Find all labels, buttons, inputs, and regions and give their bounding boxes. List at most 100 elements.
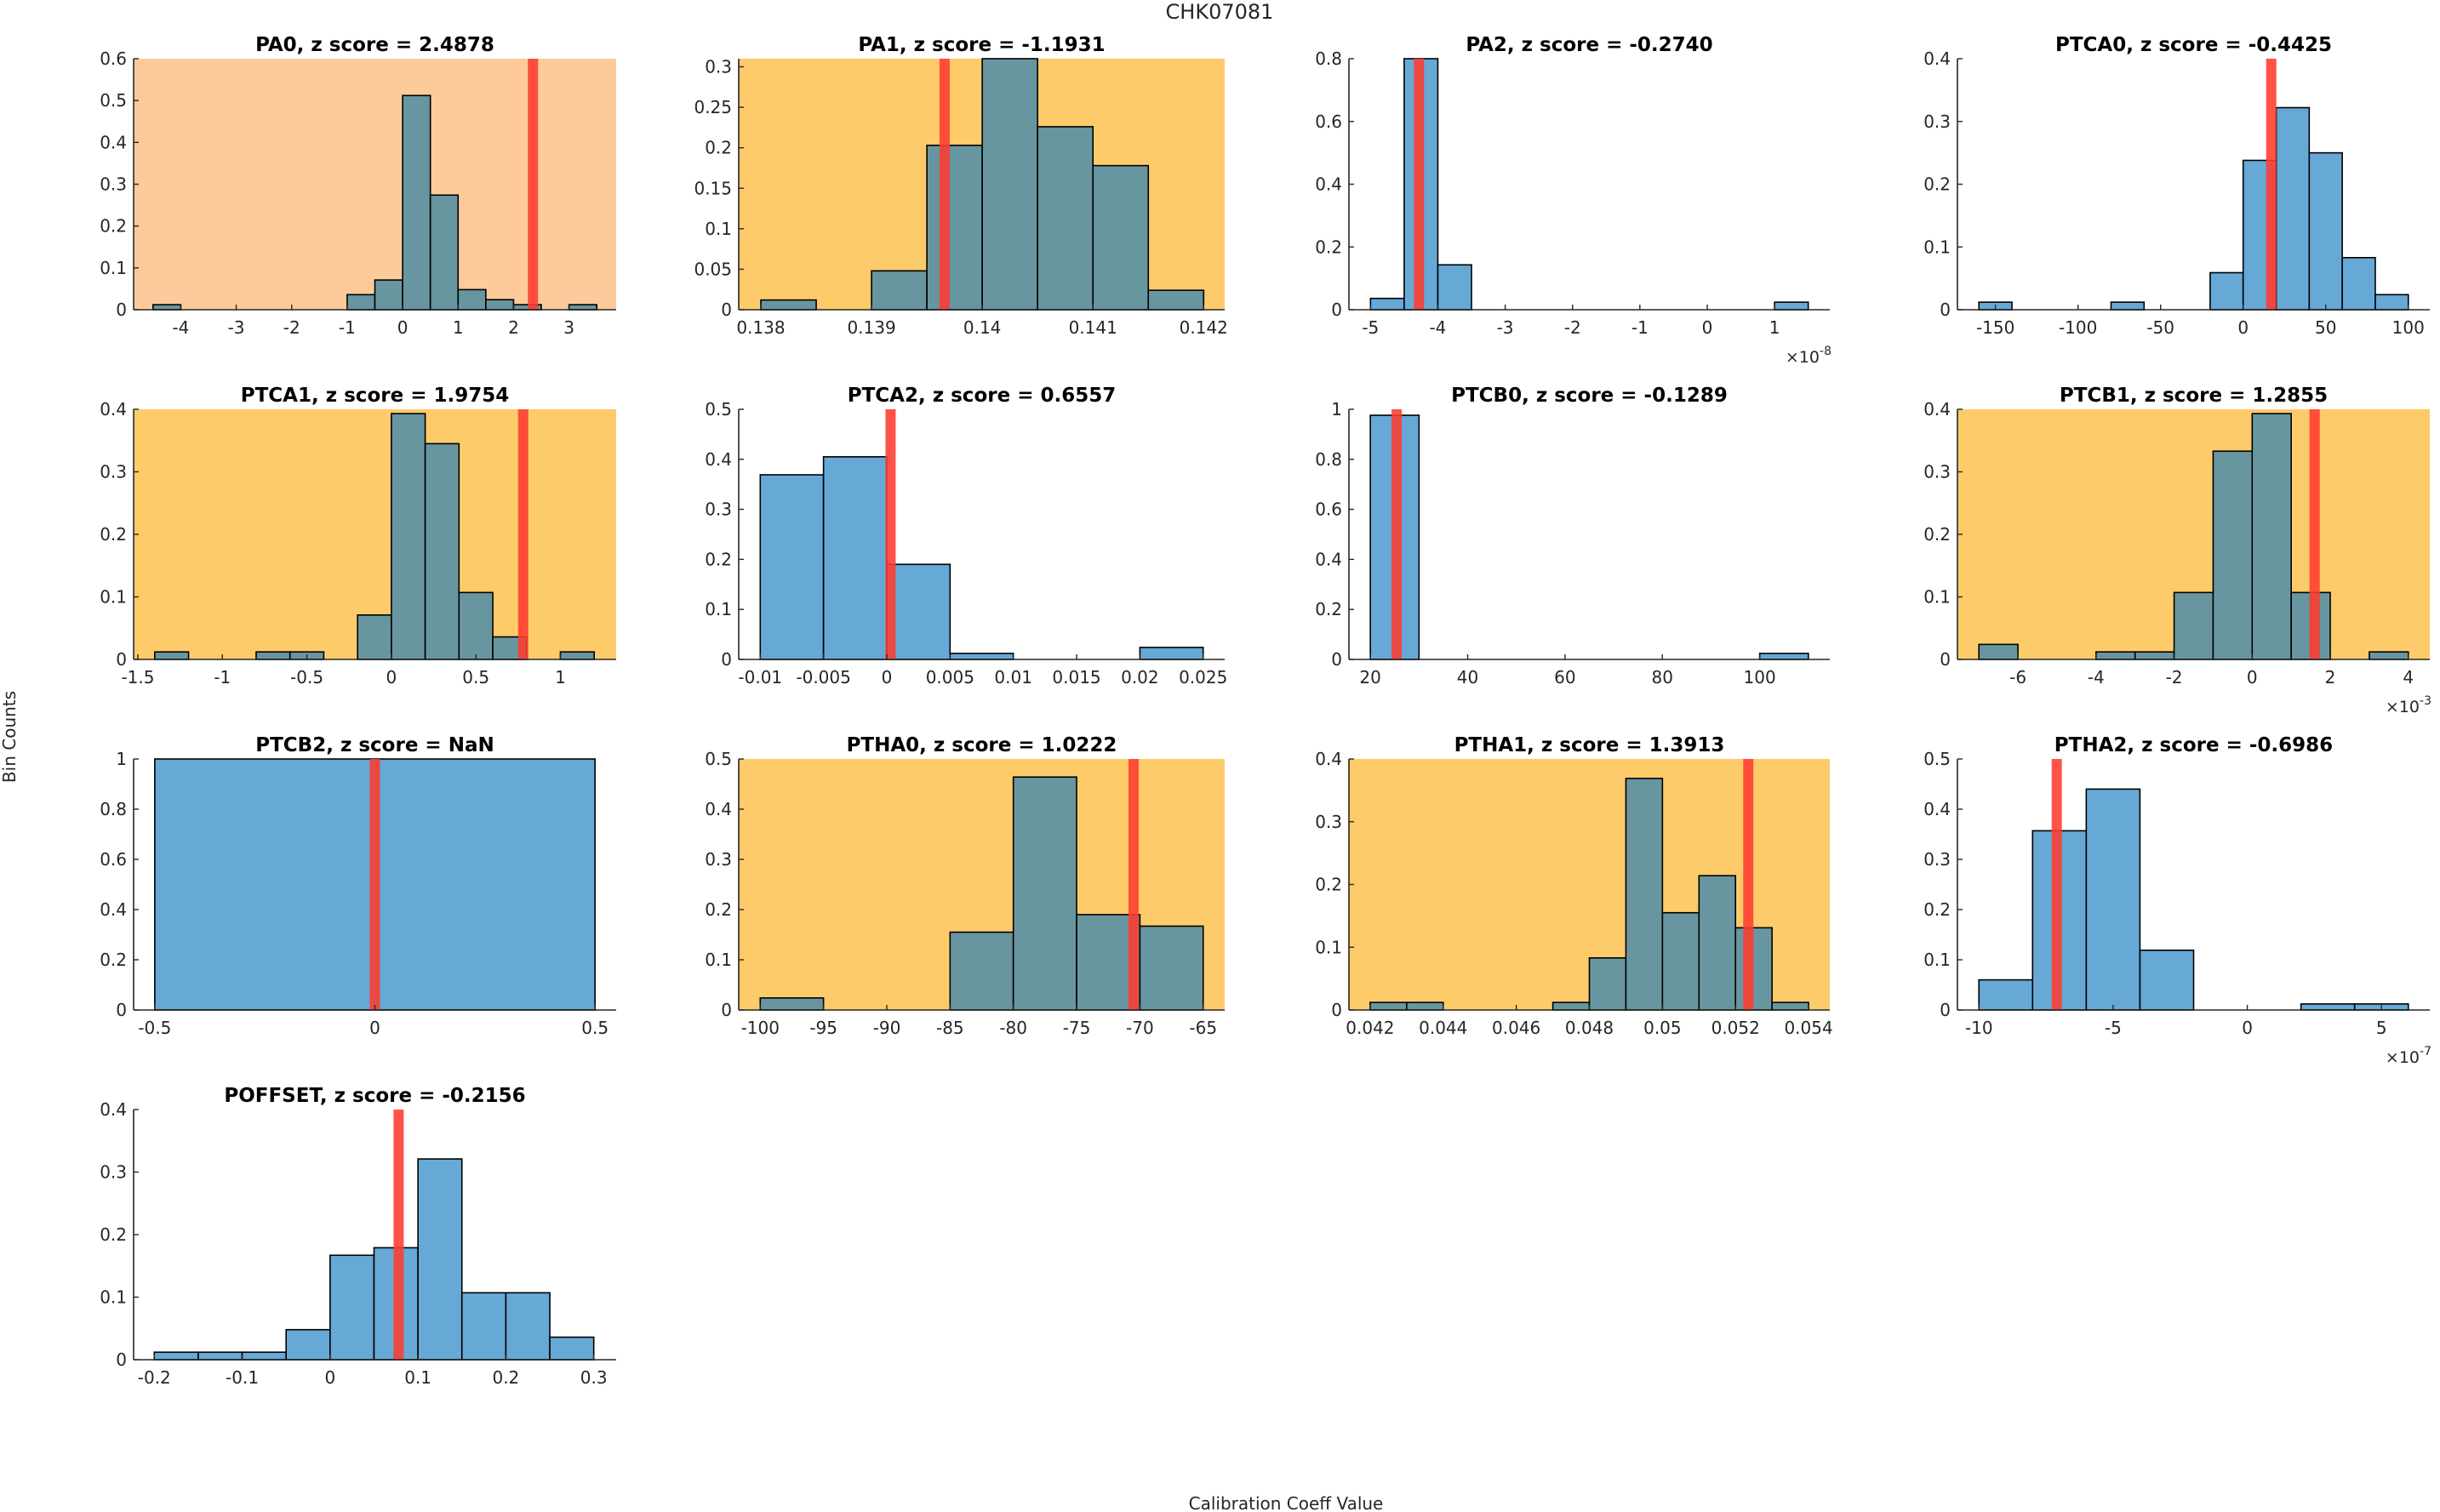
y-tick-label: 1: [1331, 399, 1342, 419]
histogram-bar: [1147, 289, 1205, 311]
subplot-title: PA0, z score = 2.4878: [255, 34, 494, 56]
histogram-bar: [357, 614, 392, 660]
x-tick-label: 2: [2325, 667, 2336, 688]
histogram-bar: [1588, 956, 1627, 1011]
x-tick-label: -3: [1497, 317, 1514, 338]
histogram-bar: [458, 591, 494, 660]
y-tick-label: 0.3: [1923, 849, 1951, 870]
y-tick-label: 0.2: [1923, 899, 1951, 920]
histogram-bar: [1978, 979, 2034, 1011]
y-tick-label: 0.6: [1315, 111, 1342, 132]
y-tick-label: 0.1: [1923, 237, 1951, 257]
histogram-bar: [1437, 264, 1472, 311]
y-tick-label: 0.3: [100, 1162, 127, 1183]
subplot-title: PTHA0, z score = 1.0222: [847, 734, 1117, 756]
marker-line: [2051, 759, 2062, 1010]
y-tick-label: 0.25: [694, 97, 732, 117]
subplot-title: PTHA2, z score = -0.6986: [2054, 734, 2333, 756]
y-tick-label: 0.8: [100, 799, 127, 819]
y-tick-label: 0.3: [705, 57, 732, 77]
x-tick-label: 0: [2247, 667, 2258, 688]
histogram-bar: [559, 651, 595, 660]
x-tick-label: 0.02: [1121, 667, 1159, 688]
histogram-bar: [2110, 301, 2146, 311]
marker-line: [1128, 759, 1139, 1010]
x-tick-label: -100: [741, 1018, 780, 1038]
x-tick-label: 1: [453, 317, 464, 338]
y-tick-label: 0.4: [1315, 549, 1342, 569]
histogram-bar: [2374, 294, 2409, 311]
x-tick-label: 0: [1702, 317, 1713, 338]
histogram-bar: [152, 304, 182, 311]
x-tick-label: -3: [228, 317, 245, 338]
subplot-title: PA1, z score = -1.1931: [858, 34, 1105, 56]
y-tick-label: 0.1: [705, 950, 732, 970]
histogram-bar: [154, 651, 190, 660]
histogram-bar: [1978, 643, 2019, 660]
x-tick-label: 80: [1652, 667, 1673, 688]
y-tick-label: 0.3: [1315, 812, 1342, 832]
y-tick-label: 0.4: [1923, 399, 1951, 419]
histogram-bar: [949, 931, 1014, 1011]
histogram-bar: [568, 304, 597, 311]
y-tick-label: 0.5: [100, 90, 127, 111]
histogram-bar: [402, 94, 431, 311]
x-tick-label: 0.3: [580, 1367, 608, 1388]
histogram-bar: [2139, 949, 2195, 1011]
y-tick-label: 0.2: [705, 138, 732, 158]
y-tick-label: 0.1: [705, 219, 732, 239]
histogram-bar: [871, 270, 928, 311]
x-tick-label: 0.142: [1180, 317, 1228, 338]
histogram-bar: [1551, 1001, 1591, 1011]
y-tick-label: 0.2: [1315, 237, 1342, 257]
y-tick-label: 0.1: [100, 1287, 127, 1308]
y-tick-label: 0.3: [100, 462, 127, 482]
x-tick-label: -10: [1965, 1018, 1993, 1038]
subplot-title: PTCB2, z score = NaN: [255, 734, 494, 756]
subplot-ptca0: PTCA0, z score = -0.4425 -150 -100 -50 0 50 10…: [1923, 34, 2430, 338]
y-tick-label: 0.4: [1315, 174, 1342, 195]
histogram-bar: [374, 279, 403, 311]
subplot-grid: PA0, z score = 2.4878-4 -3 -2 -1 0 1 2 300.10.2…: [100, 34, 2431, 1388]
x-tick-label: 100: [1744, 667, 1776, 688]
histogram-bar: [485, 299, 515, 311]
histogram-bar: [2209, 271, 2244, 311]
y-tick-label: 0.2: [100, 950, 127, 970]
y-tick-label: 0: [116, 1000, 127, 1020]
histogram-bar: [760, 299, 817, 311]
subplot-title: PA2, z score = -0.2740: [1466, 34, 1712, 56]
y-tick-label: 0.3: [100, 174, 127, 195]
subplot-title: PTCA1, z score = 1.9754: [241, 385, 509, 407]
x-tick-label: -4: [172, 317, 189, 338]
x-tick-label: 40: [1457, 667, 1478, 688]
x-tick-label: -95: [809, 1018, 837, 1038]
y-tick-label: 0.1: [100, 258, 127, 278]
y-tick-label: 0.2: [1315, 875, 1342, 895]
marker-line: [1414, 59, 1425, 310]
histogram-bar: [1369, 297, 1405, 311]
y-tick-label: 0.5: [705, 749, 732, 769]
y-tick-label: 0.2: [100, 1224, 127, 1245]
y-tick-label: 0.1: [100, 587, 127, 608]
subplot-title: POFFSET, z score = -0.2156: [224, 1085, 525, 1107]
subplot-title: PTCA0, z score = -0.4425: [2055, 34, 2332, 56]
marker-line: [1391, 409, 1403, 659]
histogram-bar: [255, 651, 291, 660]
y-tick-label: 0.3: [1923, 111, 1951, 132]
histogram-bar: [1092, 164, 1150, 311]
x-tick-label: -80: [999, 1018, 1027, 1038]
y-tick-label: 0: [1331, 1000, 1342, 1020]
histogram-bar: [1139, 925, 1204, 1011]
histogram-bar: [2173, 591, 2214, 660]
marker-line: [393, 1110, 404, 1360]
y-tick-label: 0.8: [1315, 48, 1342, 69]
x-tick-label: -90: [873, 1018, 901, 1038]
x-axis-exponent: ×10-7: [2386, 1045, 2431, 1067]
histogram-bar: [1139, 647, 1204, 660]
subplot-title: PTCB1, z score = 1.2855: [2060, 385, 2328, 407]
histogram-bar: [329, 1254, 375, 1361]
x-tick-label: 0.138: [736, 317, 785, 338]
histogram-bar: [822, 456, 888, 660]
x-tick-label: 0: [386, 667, 397, 688]
y-tick-label: 0.3: [1923, 462, 1951, 482]
